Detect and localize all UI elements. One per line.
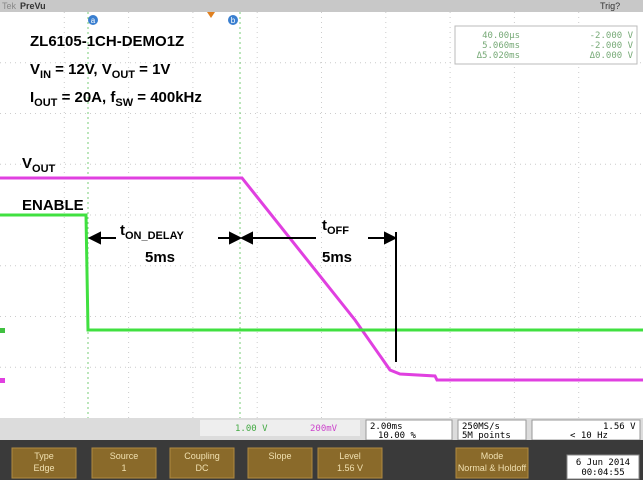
time: 00:04:55	[581, 468, 624, 478]
text-segment: OUT	[112, 69, 136, 81]
brand: Tek	[2, 1, 17, 11]
ch4-marker	[0, 378, 5, 383]
date: 6 Jun 2014	[576, 458, 630, 468]
text-segment: ON_DELAY	[125, 230, 185, 242]
menu-value: DC	[196, 463, 209, 473]
text-segment: OFF	[327, 225, 349, 237]
menu-value: 1	[121, 463, 126, 473]
readout-value: 5.060ms	[482, 41, 520, 51]
menu-value: 1.56 V	[337, 463, 363, 473]
text-segment: OUT	[34, 97, 58, 109]
text-segment: IN	[40, 69, 51, 81]
text-segment: = 400kHz	[133, 89, 202, 106]
text-segment: V	[22, 155, 32, 172]
record-length: 5M points	[462, 431, 511, 441]
top-bar	[0, 0, 643, 12]
text-segment: = 12V, V	[51, 61, 112, 78]
enable-label: ENABLE	[22, 197, 84, 214]
menu-title: Level	[339, 451, 361, 461]
readout-value: -2.000 V	[590, 31, 634, 41]
menu-title: Mode	[481, 451, 504, 461]
text-segment: V	[30, 61, 40, 78]
menu-title: Type	[34, 451, 54, 461]
scope-screen: Tek PreVu Trig? a b ZL6105-1CH-DEMO1Z VI…	[0, 0, 643, 480]
ch1-scale: 1.00 V	[235, 424, 268, 434]
trigger-level: 1.56 V	[603, 422, 636, 432]
ch1-marker	[0, 328, 5, 333]
text-segment: = 1V	[135, 61, 170, 78]
text-segment: SW	[115, 97, 133, 109]
text-segment: = 20A, f	[57, 89, 116, 106]
toff-value: 5ms	[322, 249, 352, 266]
readout-value: -2.000 V	[590, 41, 634, 51]
board-name: ZL6105-1CH-DEMO1Z	[30, 33, 184, 50]
trigger-frequency: < 10 Hz	[570, 431, 608, 441]
readout-value: Δ0.000 V	[590, 51, 634, 61]
readout-value: 40.00µs	[482, 31, 520, 41]
menu-title: Slope	[268, 451, 291, 461]
ch4-scale: 200mV	[310, 424, 338, 434]
acq-mode: PreVu	[20, 1, 46, 11]
display: Tek PreVu Trig? a b ZL6105-1CH-DEMO1Z VI…	[0, 0, 643, 480]
menu-value: Normal & Holdoff	[458, 463, 527, 473]
position: 10.00 %	[378, 431, 417, 441]
ton-value: 5ms	[145, 249, 175, 266]
menu-value: Edge	[33, 463, 54, 473]
cursor-b-label: b	[231, 16, 236, 25]
trigger-state: Trig?	[600, 1, 620, 11]
menu-title: Coupling	[184, 451, 220, 461]
cursor-a-label: a	[91, 16, 96, 25]
readout-value: Δ5.020ms	[477, 51, 520, 61]
menu-title: Source	[110, 451, 139, 461]
text-segment: OUT	[32, 163, 56, 175]
